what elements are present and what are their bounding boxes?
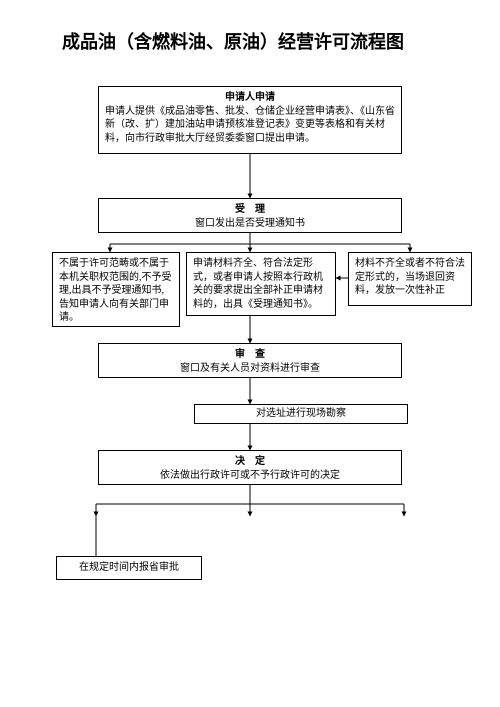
flowchart-page: 成品油（含燃料油、原油）经营许可流程图 申请人申请 申请人提供《成品油零售、批发… — [0, 0, 500, 707]
node-branch-right: 材料不齐全或者不符合法定形式的，当场退回资料，发放一次性补正 — [348, 252, 472, 306]
node-apply-heading: 申请人申请 — [105, 91, 395, 105]
node-review-body: 窗口及有关人员对资料进行审查 — [180, 363, 320, 374]
node-report-body: 在规定时间内报省审批 — [79, 562, 179, 573]
node-branch-mid-body: 申请材料齐全、符合法定形式，或者申请人按照本行政机关的要求提出全部补正申请材料的… — [193, 258, 323, 310]
node-accept-heading: 受 理 — [105, 203, 395, 217]
node-report: 在规定时间内报省审批 — [56, 556, 202, 580]
node-site-body: 对选址进行现场勘察 — [256, 408, 346, 419]
node-decide: 决 定 依法做出行政许可或不予行政许可的决定 — [98, 450, 402, 485]
node-branch-mid: 申请材料齐全、符合法定形式，或者申请人按照本行政机关的要求提出全部补正申请材料的… — [186, 252, 336, 316]
node-branch-left: 不属于许可范畴或不属于本机关职权范围的,不予受理,出具不予受理通知书,告知申请人… — [52, 252, 180, 327]
node-review-heading: 审 查 — [105, 348, 395, 362]
node-apply: 申请人申请 申请人提供《成品油零售、批发、仓储企业经营申请表》、《山东省新（改、… — [98, 86, 402, 154]
node-branch-right-body: 材料不齐全或者不符合法定形式的，当场退回资料，发放一次性补正 — [355, 258, 465, 296]
node-review: 审 查 窗口及有关人员对资料进行审查 — [98, 343, 402, 378]
node-accept: 受 理 窗口发出是否受理通知书 — [98, 198, 402, 233]
node-decide-body: 依法做出行政许可或不予行政许可的决定 — [160, 470, 340, 481]
node-decide-heading: 决 定 — [105, 455, 395, 469]
node-branch-left-body: 不属于许可范畴或不属于本机关职权范围的,不予受理,出具不予受理通知书,告知申请人… — [59, 258, 172, 323]
node-accept-body: 窗口发出是否受理通知书 — [195, 218, 305, 229]
node-apply-body: 申请人提供《成品油零售、批发、仓储企业经营申请表》、《山东省新（改、扩）建加油站… — [105, 106, 395, 144]
node-site: 对选址进行现场勘察 — [194, 404, 408, 424]
page-title: 成品油（含燃料油、原油）经营许可流程图 — [62, 30, 442, 54]
